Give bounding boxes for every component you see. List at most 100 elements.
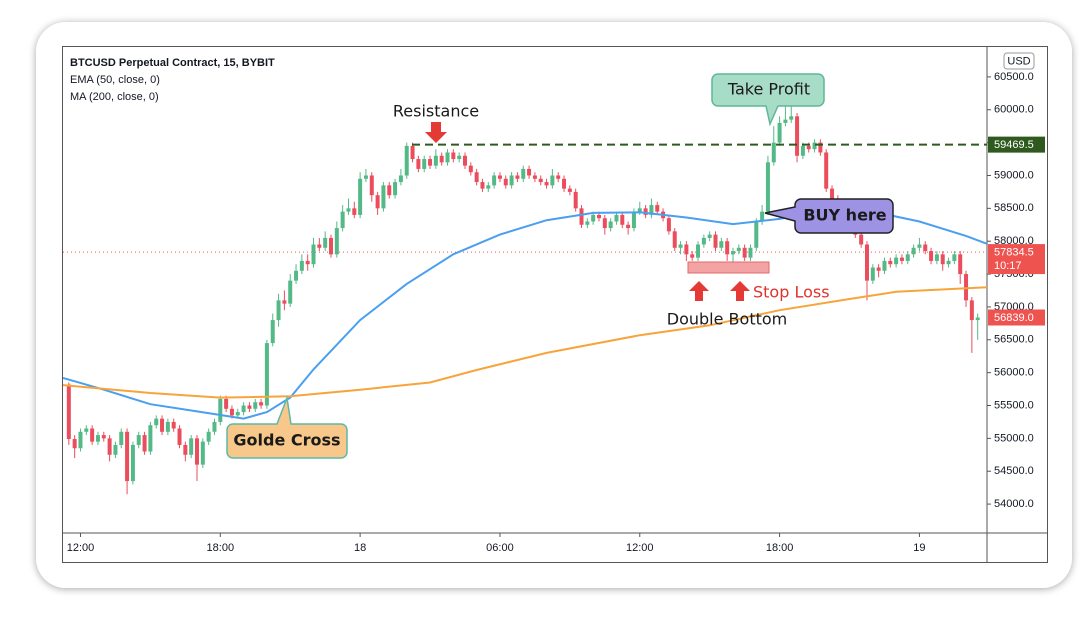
- candle-body: [66, 384, 71, 440]
- candle-body: [567, 188, 572, 192]
- candle-body: [789, 116, 794, 120]
- candle-body: [666, 218, 671, 232]
- chart-panel: [62, 46, 1048, 563]
- candle-body: [608, 221, 613, 229]
- candle-body: [684, 244, 689, 255]
- candle-body: [497, 175, 502, 179]
- candle-body: [95, 435, 100, 442]
- candle-body: [626, 224, 631, 229]
- y-tick-label: 59000.0: [994, 169, 1034, 181]
- candle-body: [649, 205, 654, 215]
- candle-body: [125, 431, 130, 482]
- candle-body: [573, 191, 578, 209]
- candle-body: [824, 152, 829, 189]
- candle-body: [532, 175, 537, 179]
- y-tick-label: 56500.0: [994, 334, 1034, 346]
- y-tick-label: 56000.0: [994, 367, 1034, 379]
- plot-area: [63, 99, 987, 495]
- candle-body: [765, 162, 770, 212]
- candle-body: [830, 188, 835, 199]
- candle-body: [585, 221, 590, 225]
- x-tick-label: 19: [913, 542, 925, 554]
- x-tick-label: 12:00: [626, 542, 654, 554]
- candle-body: [562, 178, 567, 189]
- candle-body: [509, 175, 514, 186]
- candle-body: [154, 418, 159, 426]
- candle-body: [90, 428, 95, 442]
- candle-body: [969, 300, 974, 321]
- resistance-value: 59469.5: [994, 139, 1034, 151]
- candle-body: [107, 438, 112, 455]
- candle-body: [602, 218, 607, 229]
- callout-cross: [226, 395, 348, 459]
- y-tick-label: 55000.0: [994, 432, 1034, 444]
- y-tick-label: 60500.0: [994, 71, 1034, 83]
- candle-body: [439, 155, 444, 163]
- candle-body: [101, 435, 106, 439]
- candle-body: [905, 254, 910, 261]
- candle-body: [806, 145, 811, 150]
- candle-body: [352, 208, 357, 215]
- y-tick-label: 55500.0: [994, 399, 1034, 411]
- candle-body: [631, 211, 636, 229]
- candle-body: [387, 185, 392, 196]
- annotation-take-profit: Take Profit: [727, 80, 810, 99]
- candle-body: [398, 175, 403, 183]
- last-price-badge: [988, 309, 1045, 326]
- candle-body: [393, 182, 398, 196]
- candle-body: [288, 280, 293, 304]
- candle-body: [218, 398, 223, 422]
- candle-body: [527, 168, 532, 176]
- candle-body: [113, 444, 118, 455]
- candle-body: [864, 244, 869, 281]
- candle-body: [701, 237, 706, 245]
- candle-body: [917, 244, 922, 248]
- candle-body: [730, 251, 735, 255]
- candle-body: [148, 425, 153, 452]
- candle-body: [130, 444, 135, 482]
- arrow-up: [689, 281, 709, 301]
- candle-body: [777, 122, 782, 143]
- y-tick-label: 60000.0: [994, 104, 1034, 116]
- candle-body: [859, 234, 864, 245]
- candle-body: [84, 428, 89, 432]
- candle-body: [247, 405, 252, 409]
- candle-body: [544, 182, 549, 186]
- currency-box: [1003, 52, 1035, 70]
- candle-body: [200, 441, 205, 465]
- candle-body: [224, 398, 229, 409]
- candle-body: [363, 175, 368, 179]
- candle-body: [614, 214, 619, 222]
- resistance-badge: [988, 136, 1045, 153]
- candle-body: [194, 438, 199, 465]
- x-tick-label: 18:00: [207, 542, 235, 554]
- candle-body: [375, 195, 380, 209]
- candle-body: [812, 142, 817, 150]
- x-tick-label: 12:00: [67, 542, 95, 554]
- legend-entry: EMA (50, close, 0): [70, 74, 160, 86]
- annotation-cross: Golde Cross: [233, 431, 340, 450]
- candle-body: [754, 221, 759, 248]
- annotation-buy: BUY here: [803, 206, 886, 225]
- candle-body: [795, 116, 800, 156]
- candle-body: [276, 300, 281, 321]
- currency: USD: [1007, 55, 1030, 67]
- candle-body: [177, 428, 182, 445]
- candle-body: [142, 435, 147, 452]
- candle-body: [655, 205, 660, 212]
- candle-body: [736, 247, 741, 252]
- candle-body: [206, 431, 211, 442]
- candle-body: [422, 159, 427, 169]
- candle-body: [323, 237, 328, 248]
- candle-body: [707, 234, 712, 238]
- candle-body: [241, 405, 246, 413]
- candle-body: [445, 152, 450, 163]
- candle-body: [183, 444, 188, 455]
- annotation-stop-loss: Stop Loss: [753, 283, 830, 302]
- candle-body: [334, 228, 339, 255]
- candle-body: [748, 247, 753, 258]
- candle-body: [725, 241, 730, 255]
- legend-entry: MA (200, close, 0): [70, 91, 159, 103]
- candle-body: [923, 244, 928, 252]
- candle-body: [596, 214, 601, 219]
